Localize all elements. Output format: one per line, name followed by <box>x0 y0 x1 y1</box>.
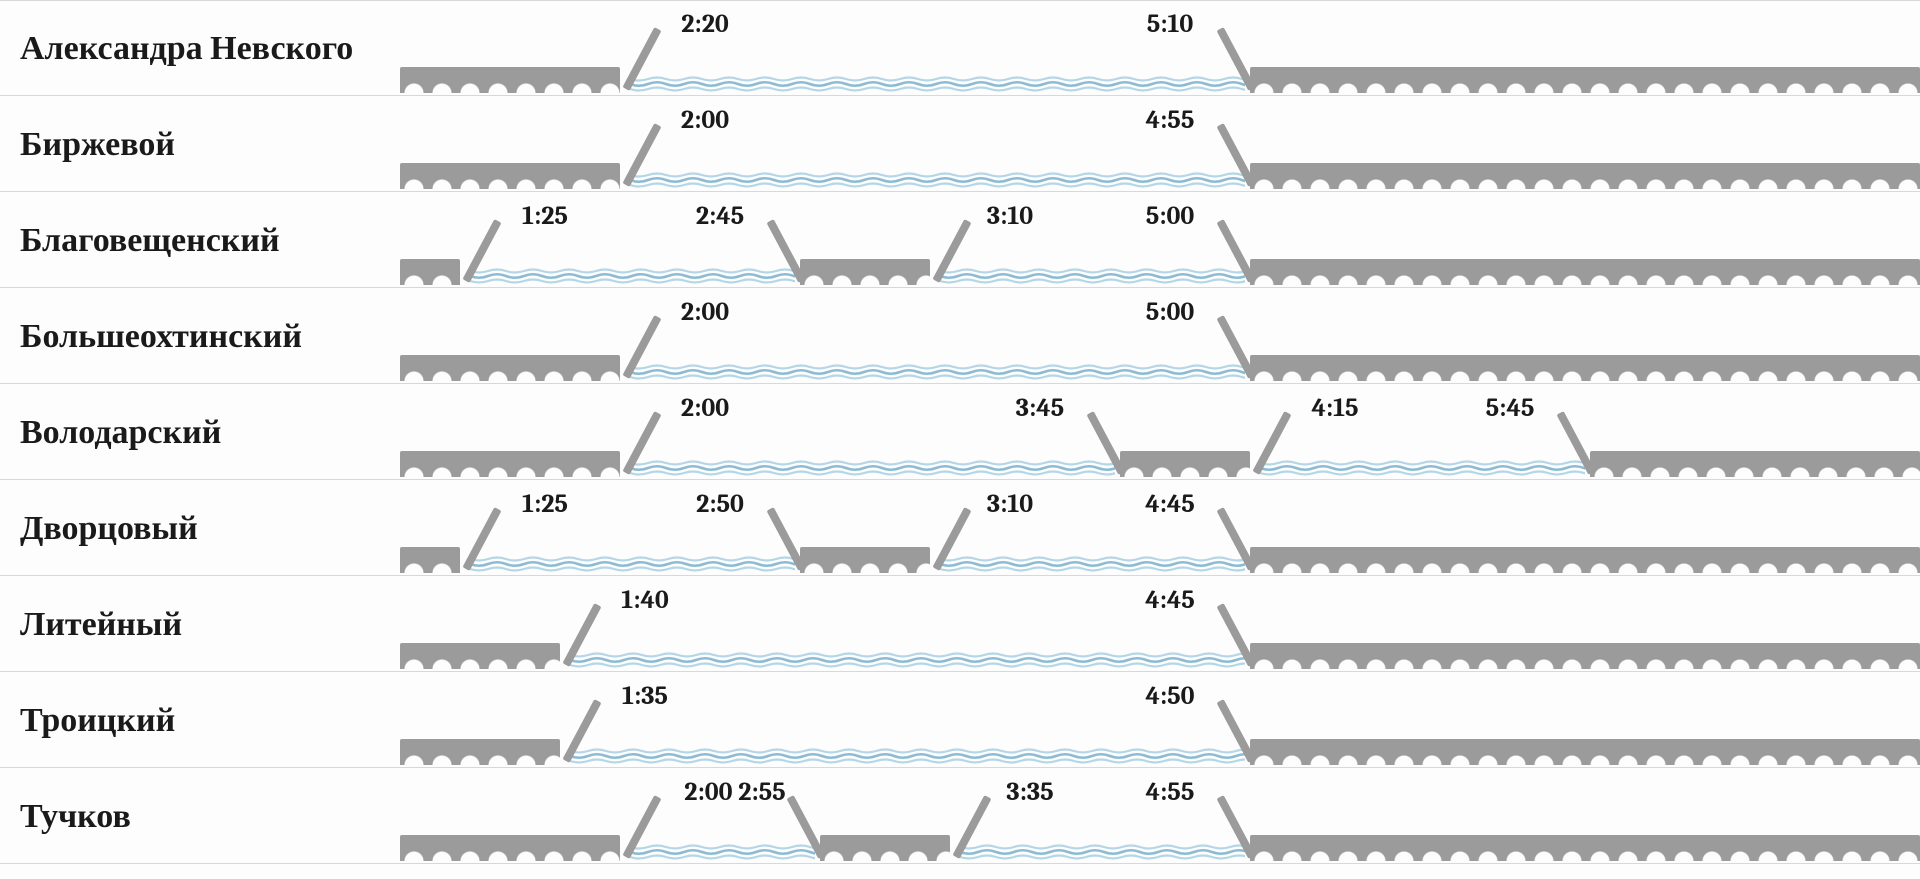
time-label: 2:00 <box>681 393 729 423</box>
time-label: 5:00 <box>1146 297 1195 327</box>
bridge-timeline: 2:00 5:00 <box>400 287 1920 383</box>
bridge-schedule: Александра Невского 2:20 5:10 Биржевой 2:00 4… <box>0 0 1920 864</box>
water-waves <box>470 265 795 285</box>
bridge-deck-segment <box>400 547 460 573</box>
bridge-timeline: 2:00 2:55 3:35 4:55 <box>400 767 1920 863</box>
bridge-row: Биржевой 2:00 4:55 <box>0 96 1920 192</box>
time-label: 2:20 <box>681 9 729 39</box>
time-label: 5:00 <box>1146 201 1195 231</box>
bridge-deck-segment <box>1250 259 1920 285</box>
water-waves <box>630 73 1245 93</box>
bridge-name: Дворцовый <box>0 508 400 548</box>
time-label: 3:10 <box>987 201 1033 231</box>
bridge-deck-segment <box>1250 355 1920 381</box>
bridge-deck-segment <box>1250 547 1920 573</box>
time-label: 3:45 <box>1016 393 1064 423</box>
bridge-name: Благовещенский <box>0 220 400 260</box>
time-label: 1:25 <box>522 201 568 231</box>
time-label: 3:35 <box>1006 777 1053 807</box>
time-label: 4:45 <box>1145 585 1195 615</box>
time-label: 2:00 2:55 <box>684 777 785 807</box>
time-label: 4:50 <box>1145 681 1194 711</box>
water-waves <box>1260 457 1585 477</box>
bridge-name: Александра Невского <box>0 28 400 68</box>
bridge-row: Благовещенский 1:25 2:45 3:10 5:00 <box>0 192 1920 288</box>
bridge-timeline: 1:35 4:50 <box>400 671 1920 767</box>
time-label: 3:10 <box>987 489 1033 519</box>
water-waves <box>630 169 1245 189</box>
water-waves <box>630 361 1245 381</box>
bridge-name: Литейный <box>0 604 400 644</box>
bridge-name: Биржевой <box>0 124 400 164</box>
time-label: 2:50 <box>696 489 744 519</box>
bridge-deck-segment <box>400 163 620 189</box>
bridge-row: Троицкий 1:35 4:50 <box>0 672 1920 768</box>
bridge-row: Александра Невского 2:20 5:10 <box>0 0 1920 96</box>
bridge-deck-segment <box>1590 451 1920 477</box>
bridge-name: Троицкий <box>0 700 400 740</box>
time-label: 4:15 <box>1311 393 1358 423</box>
bridge-row: Володарский 2:00 3:45 4:15 5:45 <box>0 384 1920 480</box>
bridge-name: Большеохтинский <box>0 316 400 356</box>
time-label: 1:25 <box>522 489 568 519</box>
water-waves <box>570 745 1245 765</box>
bridge-deck-segment <box>800 259 930 285</box>
bridge-name: Тучков <box>0 796 400 836</box>
bridge-name: Володарский <box>0 412 400 452</box>
bridge-deck-segment <box>800 547 930 573</box>
bridge-deck-segment <box>400 259 460 285</box>
bridge-row: Большеохтинский 2:00 5:00 <box>0 288 1920 384</box>
water-waves <box>570 649 1245 669</box>
bridge-deck-segment <box>1120 451 1250 477</box>
water-waves <box>470 553 795 573</box>
water-waves <box>940 265 1245 285</box>
water-waves <box>630 841 815 861</box>
time-label: 2:00 <box>681 297 729 327</box>
bridge-deck-segment <box>1250 163 1920 189</box>
water-waves <box>630 457 1115 477</box>
bridge-row: Дворцовый 1:25 2:50 3:10 4:45 <box>0 480 1920 576</box>
time-label: 5:10 <box>1147 9 1194 39</box>
time-label: 4:55 <box>1146 105 1195 135</box>
time-label: 4:45 <box>1145 489 1195 519</box>
bridge-deck-segment <box>1250 739 1920 765</box>
bridge-deck-segment <box>400 739 560 765</box>
bridge-timeline: 2:00 3:45 4:15 5:45 <box>400 383 1920 479</box>
bridge-deck-segment <box>400 835 620 861</box>
bridge-timeline: 2:20 5:10 <box>400 0 1920 95</box>
bridge-deck-segment <box>1250 67 1920 93</box>
time-label: 4:55 <box>1146 777 1195 807</box>
time-label: 1:35 <box>622 681 668 711</box>
bridge-timeline: 1:25 2:50 3:10 4:45 <box>400 479 1920 575</box>
bridge-timeline: 2:00 4:55 <box>400 95 1920 191</box>
bridge-deck-segment <box>1250 643 1920 669</box>
time-label: 2:45 <box>696 201 744 231</box>
bridge-row: Литейный 1:40 4:45 <box>0 576 1920 672</box>
time-label: 5:45 <box>1486 393 1535 423</box>
bridge-deck-segment <box>400 643 560 669</box>
time-label: 1:40 <box>621 585 668 615</box>
bridge-timeline: 1:25 2:45 3:10 5:00 <box>400 191 1920 287</box>
bridge-row: Тучков 2:00 2:55 3:35 4:55 <box>0 768 1920 864</box>
bridge-deck-segment <box>400 451 620 477</box>
bridge-deck-segment <box>1250 835 1920 861</box>
water-waves <box>960 841 1245 861</box>
water-waves <box>940 553 1245 573</box>
bridge-deck-segment <box>820 835 950 861</box>
bridge-deck-segment <box>400 67 620 93</box>
bridge-timeline: 1:40 4:45 <box>400 575 1920 671</box>
time-label: 2:00 <box>681 105 729 135</box>
bridge-deck-segment <box>400 355 620 381</box>
